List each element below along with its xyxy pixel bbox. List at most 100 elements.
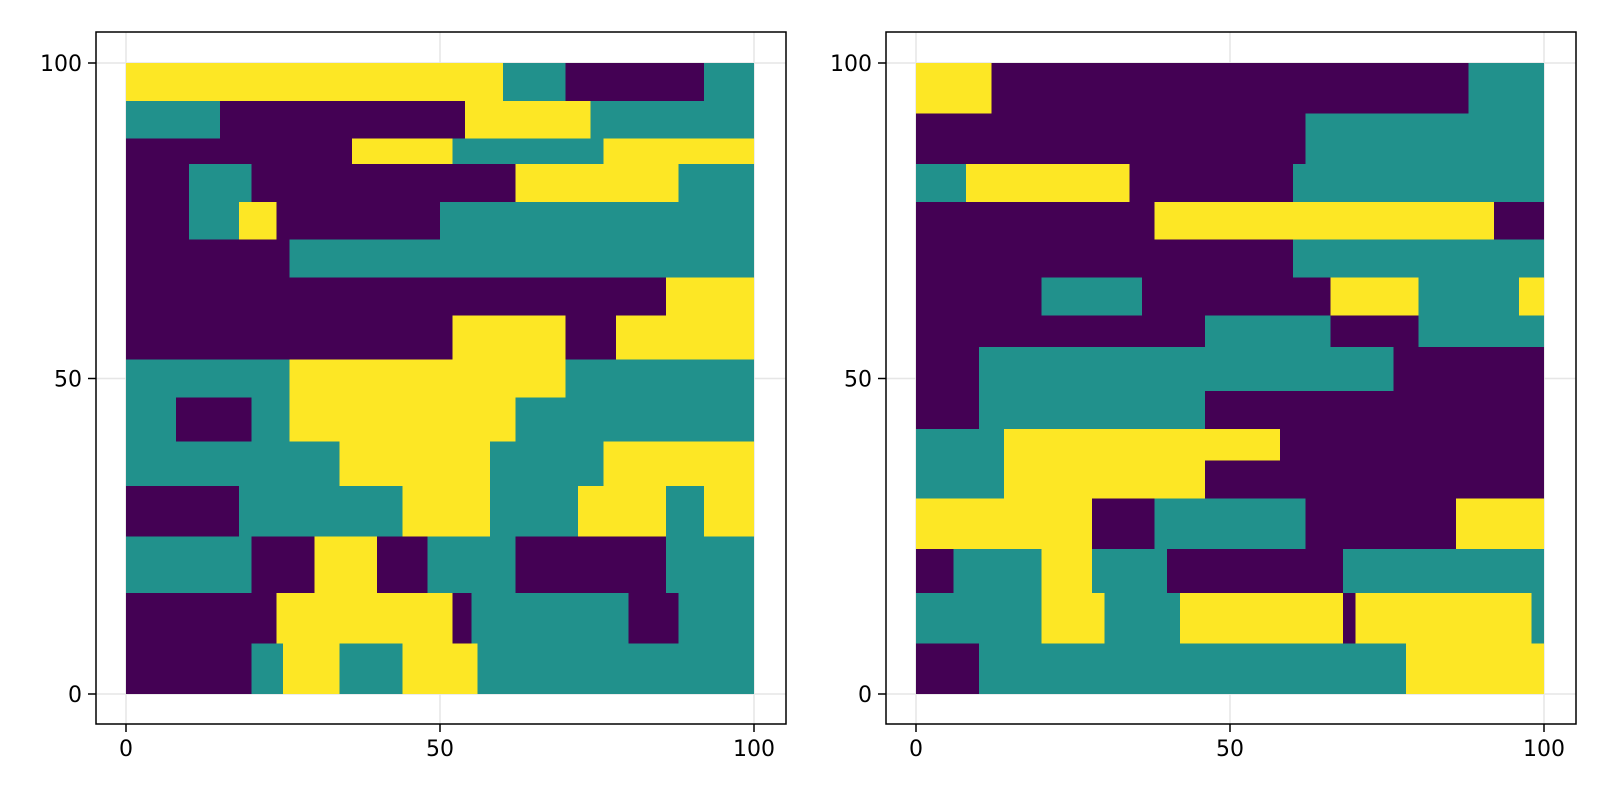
heatmap-cell bbox=[515, 163, 679, 202]
heatmap-cell bbox=[916, 593, 1042, 644]
heatmap-cell bbox=[465, 100, 591, 139]
heatmap-cell bbox=[603, 441, 754, 486]
heatmap-cell bbox=[1330, 315, 1419, 347]
heatmap-cell bbox=[1292, 239, 1419, 278]
heatmap-cell bbox=[1041, 593, 1105, 644]
heatmap-right: 0 50 100 0 50 100 bbox=[830, 31, 1577, 762]
heatmap-cell bbox=[1355, 593, 1532, 644]
heatmap-cell bbox=[678, 593, 754, 644]
heatmap-cell bbox=[1305, 113, 1544, 164]
heatmap-cell bbox=[1041, 277, 1143, 316]
heatmap-cell bbox=[553, 397, 754, 442]
heatmap-cell bbox=[1167, 239, 1293, 278]
heatmap-cell bbox=[916, 498, 1092, 549]
heatmap-cell bbox=[678, 163, 754, 202]
heatmap-cell bbox=[289, 359, 566, 398]
heatmap-cell bbox=[188, 163, 252, 202]
heatmap-cell bbox=[502, 63, 566, 101]
y-tick-label: 0 bbox=[858, 683, 872, 708]
heatmap-left: 0 50 100 0 50 100 bbox=[40, 31, 787, 762]
x-tick-label: 50 bbox=[1216, 737, 1244, 762]
heatmap-cell bbox=[440, 201, 754, 240]
heatmap-cell bbox=[916, 163, 967, 202]
x-tick-label: 0 bbox=[119, 737, 133, 762]
heatmap-cell bbox=[471, 593, 629, 644]
x-tick-label: 50 bbox=[426, 737, 454, 762]
x-tick-label: 100 bbox=[733, 737, 775, 762]
heatmap-cell bbox=[176, 397, 252, 442]
heatmap-cell bbox=[452, 138, 604, 164]
heatmap-cell bbox=[666, 536, 754, 594]
heatmap-cell bbox=[1456, 498, 1544, 549]
y-tick-label: 100 bbox=[830, 52, 872, 77]
heatmap-cell bbox=[289, 239, 629, 278]
heatmap-cell bbox=[283, 643, 340, 694]
heatmap-cell bbox=[402, 643, 478, 694]
heatmap-cell bbox=[615, 315, 754, 360]
heatmap-cell bbox=[1204, 391, 1544, 429]
heatmap-cell bbox=[339, 441, 491, 486]
heatmap-cell bbox=[628, 239, 754, 278]
heatmap-cell bbox=[966, 163, 1130, 202]
heatmap-cell bbox=[126, 536, 252, 594]
heatmap-cell bbox=[377, 593, 453, 644]
heatmap-cell bbox=[1292, 163, 1544, 202]
heatmap-cell bbox=[978, 391, 1205, 429]
heatmap-cell bbox=[1531, 593, 1544, 644]
heatmap-cell bbox=[440, 277, 616, 316]
heatmap-cell bbox=[239, 485, 327, 537]
heatmap-cell bbox=[590, 100, 704, 139]
heatmap-cell bbox=[126, 643, 252, 694]
x-tick-label: 100 bbox=[1523, 737, 1565, 762]
heatmap-cell bbox=[553, 643, 641, 694]
y-tick-label: 50 bbox=[54, 368, 82, 393]
heatmap-cell bbox=[916, 548, 954, 594]
heatmap-cell bbox=[1179, 593, 1356, 644]
heatmap-cell bbox=[1154, 498, 1306, 549]
heatmap-cell bbox=[1468, 643, 1544, 694]
heatmap-cell bbox=[126, 100, 221, 139]
heatmap-cell bbox=[452, 315, 566, 360]
heatmap-cell bbox=[402, 485, 491, 537]
y-tick-label: 100 bbox=[40, 52, 82, 77]
heatmap-cell bbox=[703, 63, 754, 101]
heatmap-cell bbox=[220, 63, 503, 101]
heatmap-cell bbox=[239, 201, 277, 240]
heatmap-cell bbox=[1267, 201, 1444, 240]
heatmap-cell bbox=[1443, 201, 1494, 240]
heatmap-cell bbox=[916, 460, 1004, 499]
heatmap-cell bbox=[515, 536, 667, 594]
heatmap-cell bbox=[1493, 201, 1544, 240]
heatmap-cell bbox=[1204, 460, 1544, 499]
heatmap-cell bbox=[703, 485, 754, 537]
y-tick-label: 0 bbox=[68, 683, 82, 708]
heatmap-cell bbox=[1041, 548, 1092, 594]
heatmap-cell bbox=[1003, 460, 1205, 499]
heatmap-cell bbox=[603, 138, 754, 164]
heatmap-cell bbox=[916, 63, 992, 114]
heatmap-cell bbox=[427, 536, 516, 594]
heatmap-cell bbox=[1280, 428, 1544, 461]
heatmap-cell bbox=[490, 441, 604, 486]
heatmap-cell bbox=[1418, 239, 1544, 278]
x-tick-label: 0 bbox=[909, 737, 923, 762]
heatmap-cell bbox=[666, 277, 754, 316]
heatmap-cell bbox=[1518, 277, 1544, 316]
heatmap-cell bbox=[1330, 277, 1419, 316]
heatmap-cell bbox=[377, 397, 478, 442]
heatmap-cell bbox=[1393, 346, 1544, 392]
heatmap-cell bbox=[352, 138, 453, 164]
heatmap-cell bbox=[1167, 548, 1344, 594]
heatmap-cell bbox=[1468, 63, 1544, 114]
heatmap-cell bbox=[314, 536, 378, 594]
heatmap-cell bbox=[578, 485, 667, 537]
y-tick-label: 50 bbox=[844, 368, 872, 393]
heatmap-cell bbox=[1154, 201, 1268, 240]
heatmap-cell bbox=[1343, 548, 1544, 594]
heatmap-cell bbox=[276, 593, 378, 644]
heatmap-cell bbox=[1003, 428, 1281, 461]
heatmap-cell bbox=[916, 643, 979, 694]
heatmap-cell bbox=[916, 63, 1544, 114]
heatmap-cell bbox=[565, 359, 754, 398]
